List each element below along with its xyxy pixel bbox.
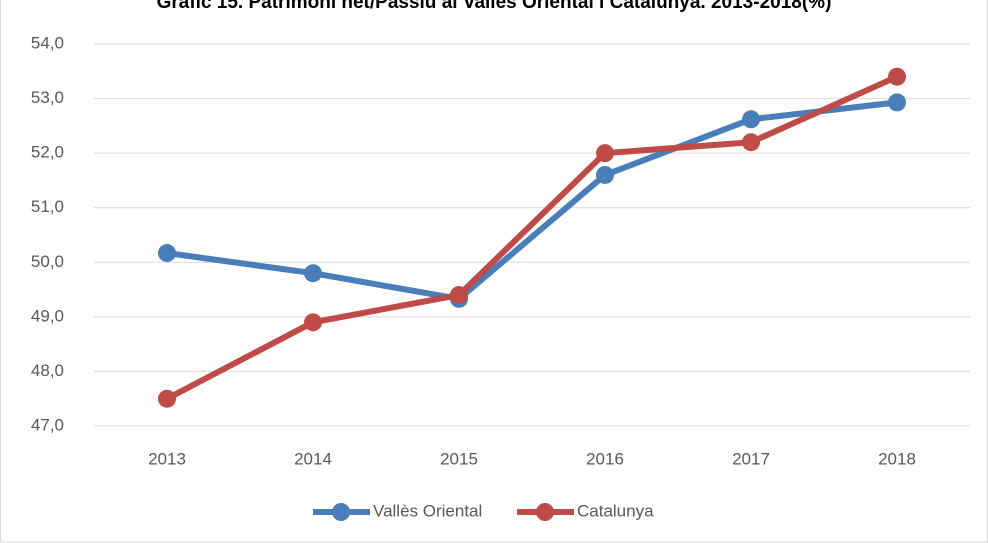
data-point <box>888 67 906 86</box>
y-tick-label: 49,0 <box>31 306 64 325</box>
data-point <box>304 313 322 332</box>
x-tick-label: 2014 <box>294 449 332 468</box>
data-point <box>158 244 176 263</box>
x-tick-label: 2018 <box>878 449 916 468</box>
data-point <box>742 133 760 152</box>
y-tick-label: 52,0 <box>31 143 64 162</box>
data-point <box>888 93 906 112</box>
data-point <box>596 144 614 163</box>
data-point <box>742 110 760 129</box>
series-line <box>165 74 899 402</box>
x-tick-label: 2017 <box>732 449 770 468</box>
series-line <box>166 99 898 302</box>
legend-label: Vallès Oriental <box>373 501 482 520</box>
legend-marker <box>332 503 350 521</box>
x-tick-label: 2013 <box>148 449 186 468</box>
data-point <box>158 389 176 408</box>
legend-marker <box>536 503 554 521</box>
x-tick-label: 2016 <box>586 449 624 468</box>
data-point <box>450 286 468 305</box>
y-tick-label: 53,0 <box>31 88 64 107</box>
data-point <box>304 264 322 283</box>
chart-title: Gràfic 15. Patrimoni net/Passiu al Vallè… <box>157 0 832 13</box>
y-tick-label: 48,0 <box>31 361 64 380</box>
legend-label: Catalunya <box>577 501 654 520</box>
y-tick-label: 54,0 <box>31 33 64 52</box>
y-tick-label: 50,0 <box>31 252 64 271</box>
y-tick-label: 51,0 <box>31 197 64 216</box>
data-point <box>596 165 614 184</box>
y-tick-label: 47,0 <box>31 415 64 434</box>
x-tick-label: 2015 <box>440 449 478 468</box>
